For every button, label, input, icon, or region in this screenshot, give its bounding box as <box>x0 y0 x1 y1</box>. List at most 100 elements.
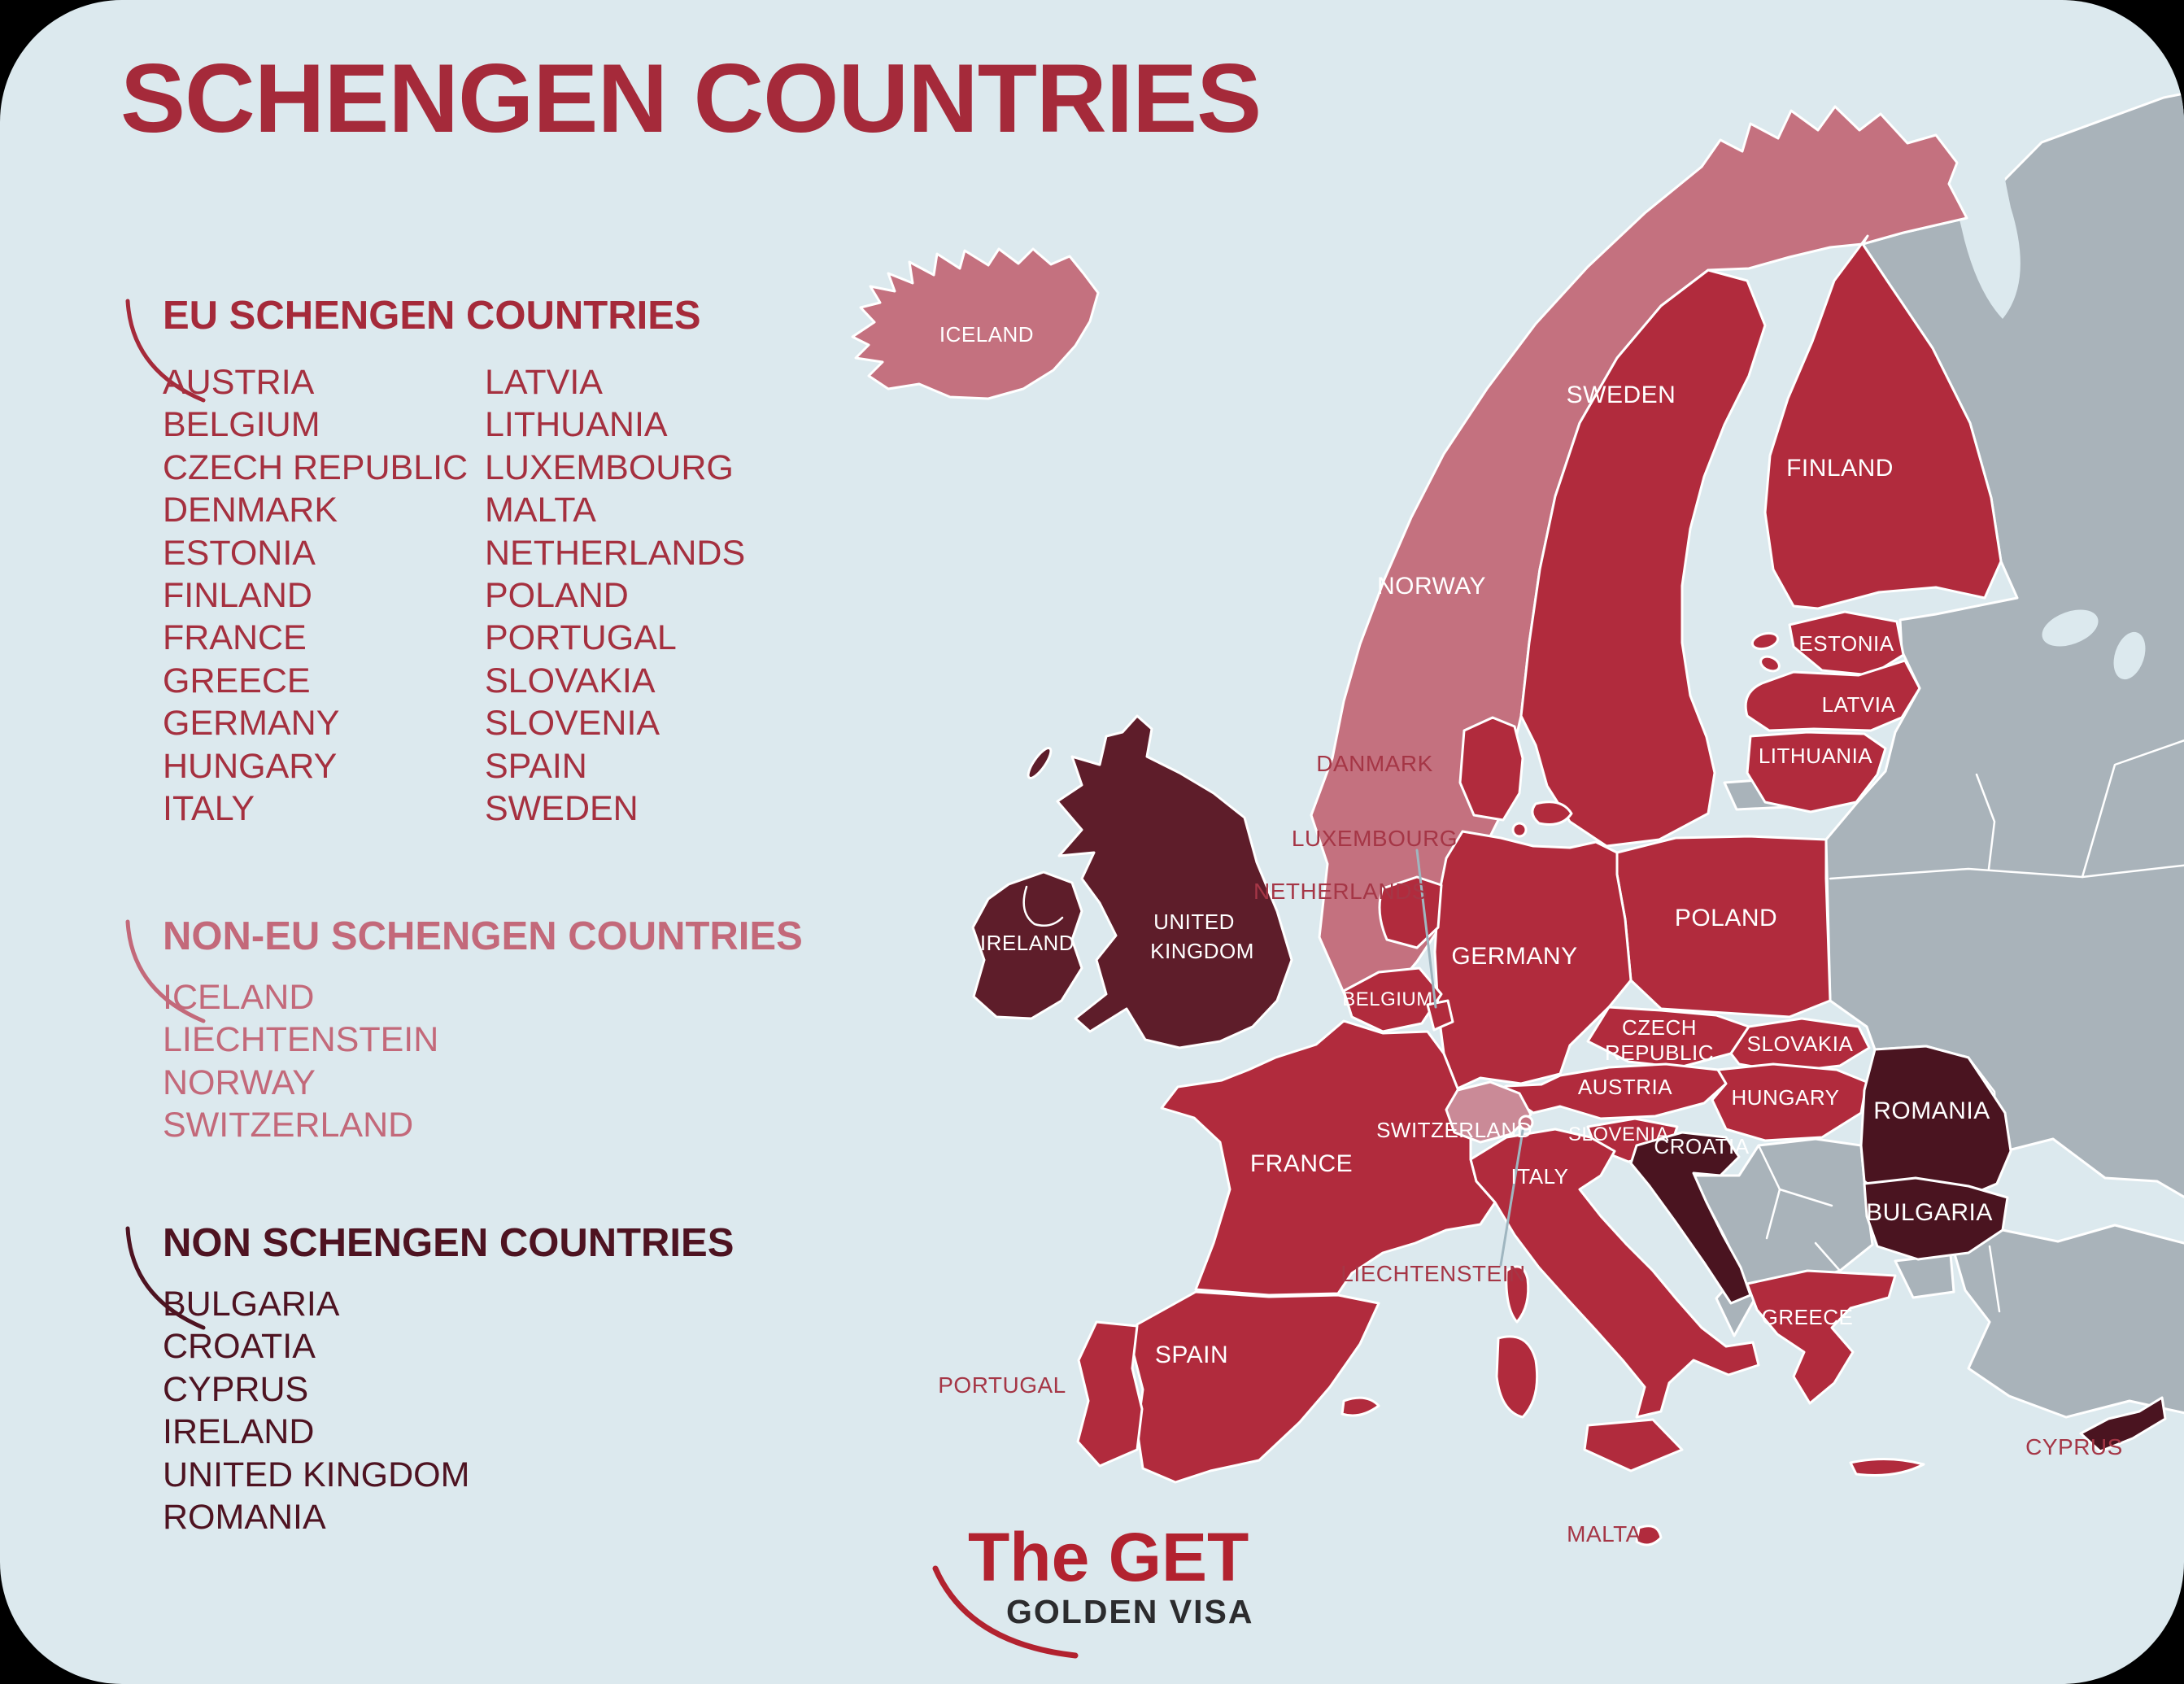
legend-item: CZECH REPUBLIC <box>163 447 469 487</box>
legend-item: BULGARIA <box>163 1285 340 1324</box>
country-switzerland <box>1445 1080 1532 1144</box>
map-label-norway: NORWAY <box>1377 573 1486 600</box>
map-label-poland: POLAND <box>1675 905 1777 931</box>
map-label-slovenia: SLOVENIA <box>1568 1123 1669 1145</box>
map-label-portugal: PORTUGAL <box>938 1372 1066 1398</box>
map-label-sweden: SWEDEN <box>1567 382 1676 408</box>
country-latvia <box>1744 659 1921 732</box>
country-united-kingdom <box>1056 714 1293 1049</box>
map-label-luxembourg: LUXEMBOURG <box>1292 826 1458 851</box>
legend-item: FRANCE <box>163 618 307 658</box>
legend-item: ITALY <box>163 789 255 829</box>
map-label-romania: ROMANIA <box>1873 1097 1990 1124</box>
legend-item: CROATIA <box>163 1327 316 1367</box>
country-sweden <box>1519 268 1767 848</box>
legend-item: SLOVENIA <box>485 704 660 744</box>
switzerland-group <box>1445 1080 1534 1144</box>
logo-wordmark: The GET <box>968 1519 1249 1595</box>
map-label-switzerland: SWITZERLAND <box>1376 1118 1532 1142</box>
map-label-uk-line1: UNITED <box>1153 910 1235 934</box>
legend-item: ESTONIA <box>163 533 316 573</box>
country-slovakia <box>1729 1017 1871 1074</box>
non-eu-country-list: ICELAND LIECHTENSTEIN NORWAY SWITZERLAND <box>163 976 438 1147</box>
legend-item: LITHUANIA <box>485 405 668 445</box>
legend-item: AUSTRIA <box>163 363 315 402</box>
non-eu-section-heading: NON-EU SCHENGEN COUNTRIES <box>163 914 803 958</box>
country-estonia-island-2 <box>1759 655 1781 673</box>
country-germany <box>1433 830 1633 1090</box>
non-eu-heading-swoosh <box>125 919 206 1023</box>
country-estonia-island-1 <box>1750 631 1780 651</box>
page-title: SCHENGEN COUNTRIES <box>120 44 1262 153</box>
map-label-danmark: DANMARK <box>1316 751 1433 776</box>
leader-liechtenstein <box>1499 1129 1524 1267</box>
country-luxembourg <box>1426 999 1454 1032</box>
legend-item: MALTA <box>485 491 596 530</box>
border-balkans-2 <box>1778 1188 1833 1207</box>
legend-item: CYPRUS <box>163 1369 309 1409</box>
map-label-germany: GERMANY <box>1451 943 1577 970</box>
border-turkey-west <box>1988 1245 2001 1313</box>
map-labels: ICELAND SWEDEN FINLAND NORWAY ESTONIA LA… <box>938 322 2122 1547</box>
map-label-croatia: CROATIA <box>1654 1134 1749 1158</box>
legend-item: POLAND <box>485 576 629 616</box>
country-turkey-thrace <box>1894 1253 1955 1299</box>
map-label-hungary: HUNGARY <box>1731 1085 1839 1110</box>
country-bulgaria <box>1863 1176 2009 1261</box>
eu-country-list-col1: AUSTRIA BELGIUM CZECH REPUBLIC DENMARK ESTON… <box>163 361 468 830</box>
legend-item: IRELAND <box>163 1412 315 1452</box>
map-label-ireland: IRELAND <box>980 931 1075 955</box>
country-cyprus <box>2079 1396 2167 1453</box>
country-ireland <box>971 870 1083 1020</box>
legend-item: FINLAND <box>163 576 312 616</box>
legend-item: LUXEMBOURG <box>485 447 734 487</box>
legend-item: HUNGARY <box>163 746 338 786</box>
eu-schengen-countries <box>1076 234 2003 1547</box>
border-belarus-ukraine <box>1829 864 2184 880</box>
country-turkey <box>1952 1224 2184 1419</box>
country-italy <box>1469 1128 1760 1419</box>
country-denmark-islands <box>1531 801 1573 826</box>
country-lithuania <box>1746 731 1887 814</box>
non-schengen-section-heading: NON SCHENGEN COUNTRIES <box>163 1221 735 1265</box>
legend-item: PORTUGAL <box>485 618 677 658</box>
map-label-slovakia: SLOVAKIA <box>1747 1032 1854 1056</box>
lake-onega <box>2113 631 2146 680</box>
country-denmark-island-2 <box>1511 822 1528 838</box>
country-balearic-islands <box>1340 1396 1380 1417</box>
lake-ladoga <box>2042 609 2099 647</box>
country-liechtenstein <box>1518 1115 1534 1131</box>
country-crete <box>1849 1458 1925 1477</box>
map-label-czech-line2: REPUBLIC <box>1605 1041 1714 1065</box>
country-portugal <box>1076 1320 1144 1468</box>
logo-swoosh <box>932 1565 1079 1659</box>
map-label-italy: ITALY <box>1511 1164 1569 1189</box>
map-label-malta: MALTA <box>1567 1521 1641 1547</box>
map-label-finland: FINLAND <box>1786 455 1894 482</box>
eu-section-heading: EU SCHENGEN COUNTRIES <box>163 294 701 338</box>
country-denmark <box>1458 716 1524 822</box>
map-label-austria: AUSTRIA <box>1578 1075 1672 1099</box>
legend-item: ROMANIA <box>163 1498 326 1538</box>
legend-item: SLOVAKIA <box>485 661 656 700</box>
map-label-uk-line2: KINGDOM <box>1150 939 1254 963</box>
country-sardinia <box>1495 1335 1539 1419</box>
country-france <box>1160 1019 1497 1297</box>
border-russia-belarus <box>1975 773 1996 870</box>
map-label-bulgaria: BULGARIA <box>1866 1199 1993 1226</box>
map-label-spain: SPAIN <box>1155 1342 1228 1368</box>
country-sicily <box>1583 1418 1684 1472</box>
legend-item: SWITZERLAND <box>163 1106 414 1145</box>
country-hebrides <box>1027 747 1053 779</box>
border-balkans-3 <box>1814 1241 1842 1272</box>
non-schengen-heading-swoosh <box>125 1226 206 1330</box>
country-corsica <box>1505 1265 1530 1324</box>
country-croatia <box>1629 1131 1752 1305</box>
legend-item: DENMARK <box>163 491 338 530</box>
map-label-liechtenstein: LIECHTENSTEIN <box>1340 1261 1525 1286</box>
leader-lines <box>1415 849 1524 1267</box>
country-hungary <box>1711 1062 1868 1142</box>
legend-item: NORWAY <box>163 1062 316 1102</box>
